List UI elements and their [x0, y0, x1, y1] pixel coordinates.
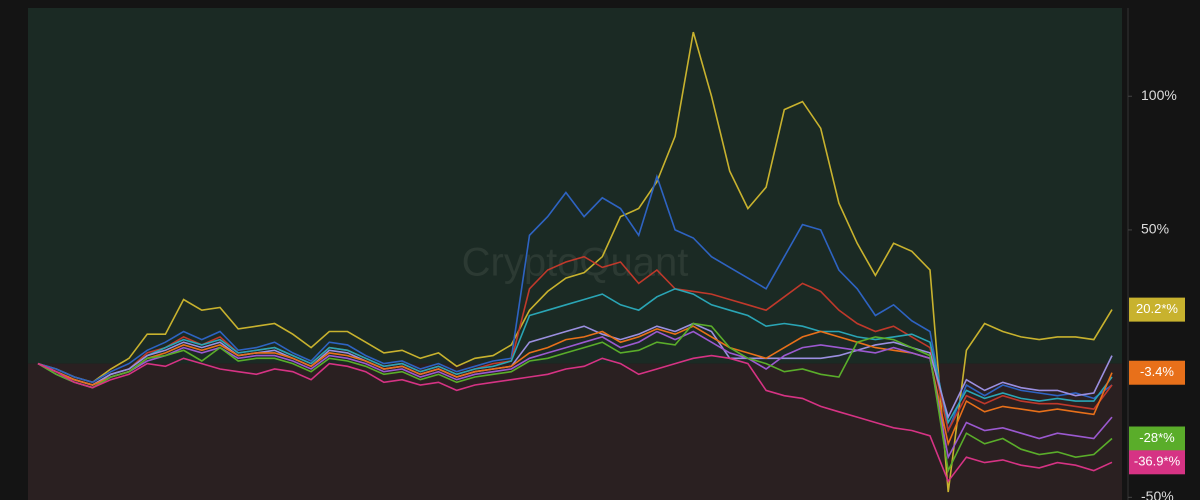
y-tick-label: 100%	[1141, 87, 1177, 103]
end-label-box	[1129, 426, 1185, 451]
negative-area	[28, 363, 1122, 500]
series-line	[37, 322, 1113, 474]
end-label-box	[1129, 450, 1185, 475]
end-label-box	[1129, 297, 1185, 322]
y-tick-label: -50%	[1141, 488, 1174, 500]
end-label: -28*%	[1139, 430, 1175, 445]
series-line	[37, 354, 1113, 483]
end-label: -36.9*%	[1134, 454, 1181, 469]
series-line	[37, 31, 1113, 493]
y-tick-label: 50%	[1141, 221, 1169, 237]
end-label: -3.4%	[1140, 364, 1174, 379]
end-label-box	[1129, 360, 1185, 385]
end-label: 20.2*%	[1136, 301, 1178, 316]
series-line	[37, 287, 1113, 425]
positive-area	[28, 8, 1122, 364]
watermark: CryptoQuant	[462, 241, 689, 285]
series-line	[37, 173, 1113, 434]
series-line	[37, 322, 1113, 420]
